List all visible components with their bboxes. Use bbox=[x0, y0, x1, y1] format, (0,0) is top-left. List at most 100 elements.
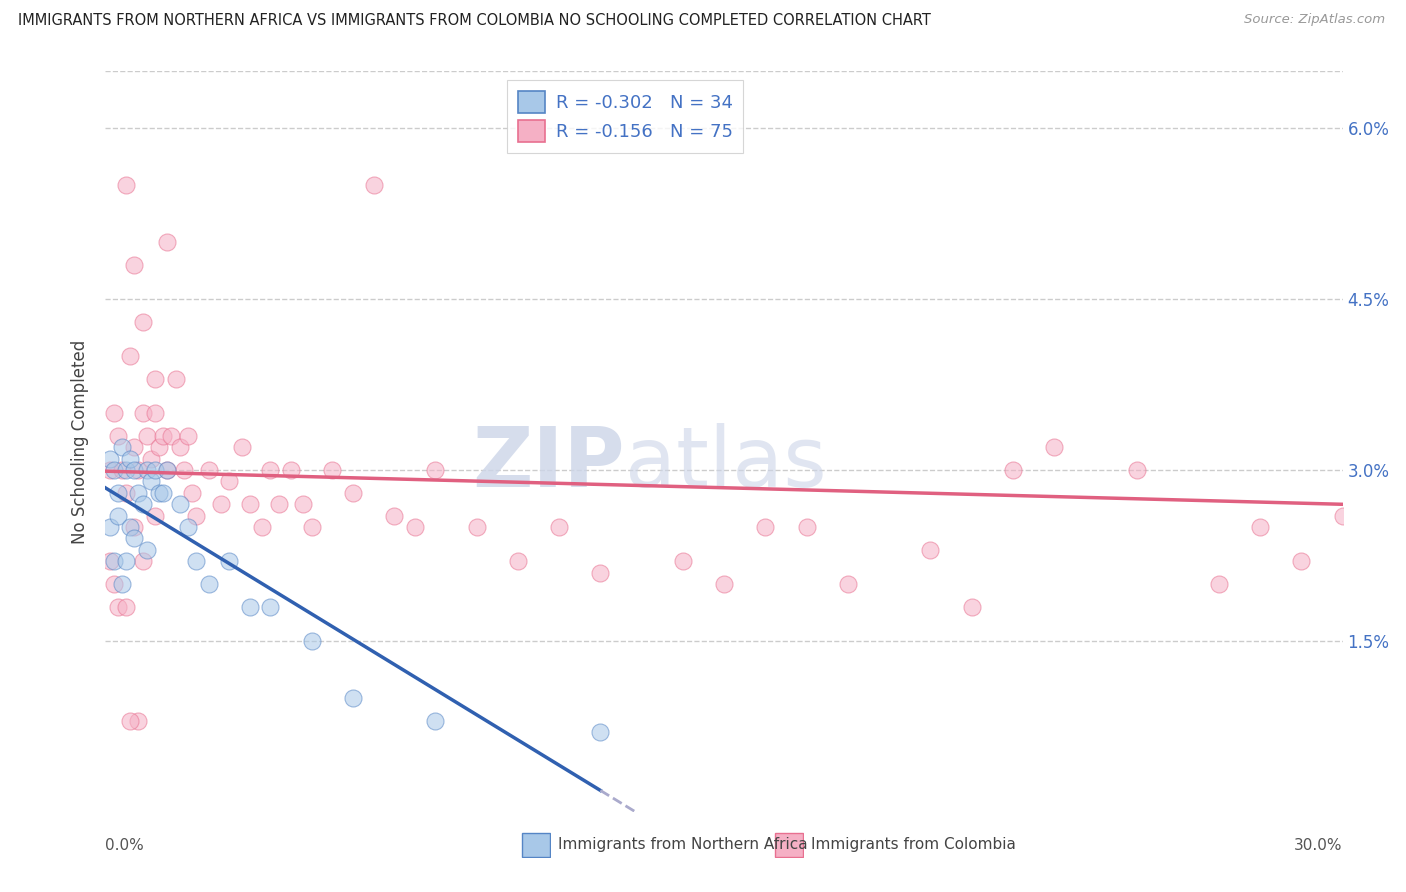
Point bbox=[160, 429, 183, 443]
Point bbox=[135, 463, 157, 477]
Point bbox=[239, 497, 262, 511]
Text: 0.0%: 0.0% bbox=[105, 838, 145, 853]
Point bbox=[186, 554, 208, 568]
Point bbox=[120, 714, 142, 728]
Point bbox=[156, 235, 179, 250]
Point bbox=[382, 508, 405, 523]
Point bbox=[754, 520, 776, 534]
Point bbox=[107, 485, 129, 500]
Text: 30.0%: 30.0% bbox=[1295, 838, 1343, 853]
Point bbox=[143, 463, 166, 477]
Point bbox=[1125, 463, 1147, 477]
Point bbox=[127, 463, 149, 477]
Point bbox=[111, 463, 134, 477]
Point bbox=[135, 542, 157, 557]
Point bbox=[250, 520, 273, 534]
Point bbox=[672, 554, 695, 568]
Point bbox=[98, 520, 121, 534]
Point bbox=[301, 520, 323, 534]
Text: Immigrants from Colombia: Immigrants from Colombia bbox=[811, 838, 1017, 852]
Point bbox=[1291, 554, 1313, 568]
Point bbox=[103, 554, 125, 568]
Point bbox=[131, 315, 153, 329]
Point bbox=[465, 520, 488, 534]
Point bbox=[107, 429, 129, 443]
Point bbox=[920, 542, 942, 557]
Point bbox=[139, 451, 162, 466]
Point bbox=[124, 258, 146, 272]
Point bbox=[181, 485, 204, 500]
Point bbox=[177, 520, 200, 534]
Point bbox=[148, 440, 170, 454]
Point bbox=[131, 497, 153, 511]
Point bbox=[135, 429, 157, 443]
Point bbox=[124, 440, 146, 454]
Point bbox=[127, 714, 149, 728]
Point bbox=[139, 475, 162, 489]
Point bbox=[713, 577, 735, 591]
Point bbox=[115, 463, 138, 477]
Point bbox=[115, 554, 138, 568]
Point bbox=[259, 463, 281, 477]
Point bbox=[143, 508, 166, 523]
Point bbox=[107, 508, 129, 523]
Point bbox=[120, 349, 142, 363]
Text: Immigrants from Northern Africa: Immigrants from Northern Africa bbox=[558, 838, 808, 852]
Point bbox=[107, 599, 129, 614]
Point bbox=[156, 463, 179, 477]
Point bbox=[960, 599, 983, 614]
Point bbox=[103, 463, 125, 477]
Point bbox=[143, 372, 166, 386]
Point bbox=[98, 463, 121, 477]
Point bbox=[152, 485, 174, 500]
Point bbox=[131, 406, 153, 420]
Point bbox=[321, 463, 343, 477]
Point bbox=[404, 520, 426, 534]
Point bbox=[425, 714, 447, 728]
Point bbox=[259, 599, 281, 614]
Point bbox=[363, 178, 385, 193]
Point bbox=[186, 508, 208, 523]
Point bbox=[301, 633, 323, 648]
Point bbox=[197, 577, 219, 591]
Point bbox=[209, 497, 232, 511]
Point bbox=[589, 725, 612, 739]
Text: atlas: atlas bbox=[626, 423, 827, 504]
Point bbox=[115, 178, 138, 193]
Point bbox=[1043, 440, 1066, 454]
Text: ZIP: ZIP bbox=[472, 423, 626, 504]
Point bbox=[292, 497, 315, 511]
Point bbox=[156, 463, 179, 477]
Point bbox=[1372, 440, 1395, 454]
Point bbox=[1393, 258, 1406, 272]
Point bbox=[837, 577, 859, 591]
Point bbox=[1331, 508, 1354, 523]
Point bbox=[169, 497, 191, 511]
Point bbox=[148, 485, 170, 500]
Point bbox=[124, 532, 146, 546]
Point bbox=[1249, 520, 1271, 534]
Point bbox=[115, 599, 138, 614]
Point bbox=[165, 372, 187, 386]
Point bbox=[152, 429, 174, 443]
Point bbox=[218, 475, 240, 489]
Point bbox=[124, 520, 146, 534]
Point bbox=[131, 554, 153, 568]
Point bbox=[103, 406, 125, 420]
Point bbox=[280, 463, 302, 477]
Point bbox=[115, 485, 138, 500]
Point bbox=[127, 485, 149, 500]
Point bbox=[173, 463, 195, 477]
Point bbox=[231, 440, 253, 454]
Point bbox=[120, 520, 142, 534]
Point bbox=[197, 463, 219, 477]
Point bbox=[120, 451, 142, 466]
Point bbox=[218, 554, 240, 568]
Point bbox=[111, 440, 134, 454]
Point bbox=[796, 520, 818, 534]
Point bbox=[98, 451, 121, 466]
Legend: R = -0.302   N = 34, R = -0.156   N = 75: R = -0.302 N = 34, R = -0.156 N = 75 bbox=[506, 80, 744, 153]
Point bbox=[239, 599, 262, 614]
Point bbox=[103, 577, 125, 591]
Point bbox=[267, 497, 290, 511]
